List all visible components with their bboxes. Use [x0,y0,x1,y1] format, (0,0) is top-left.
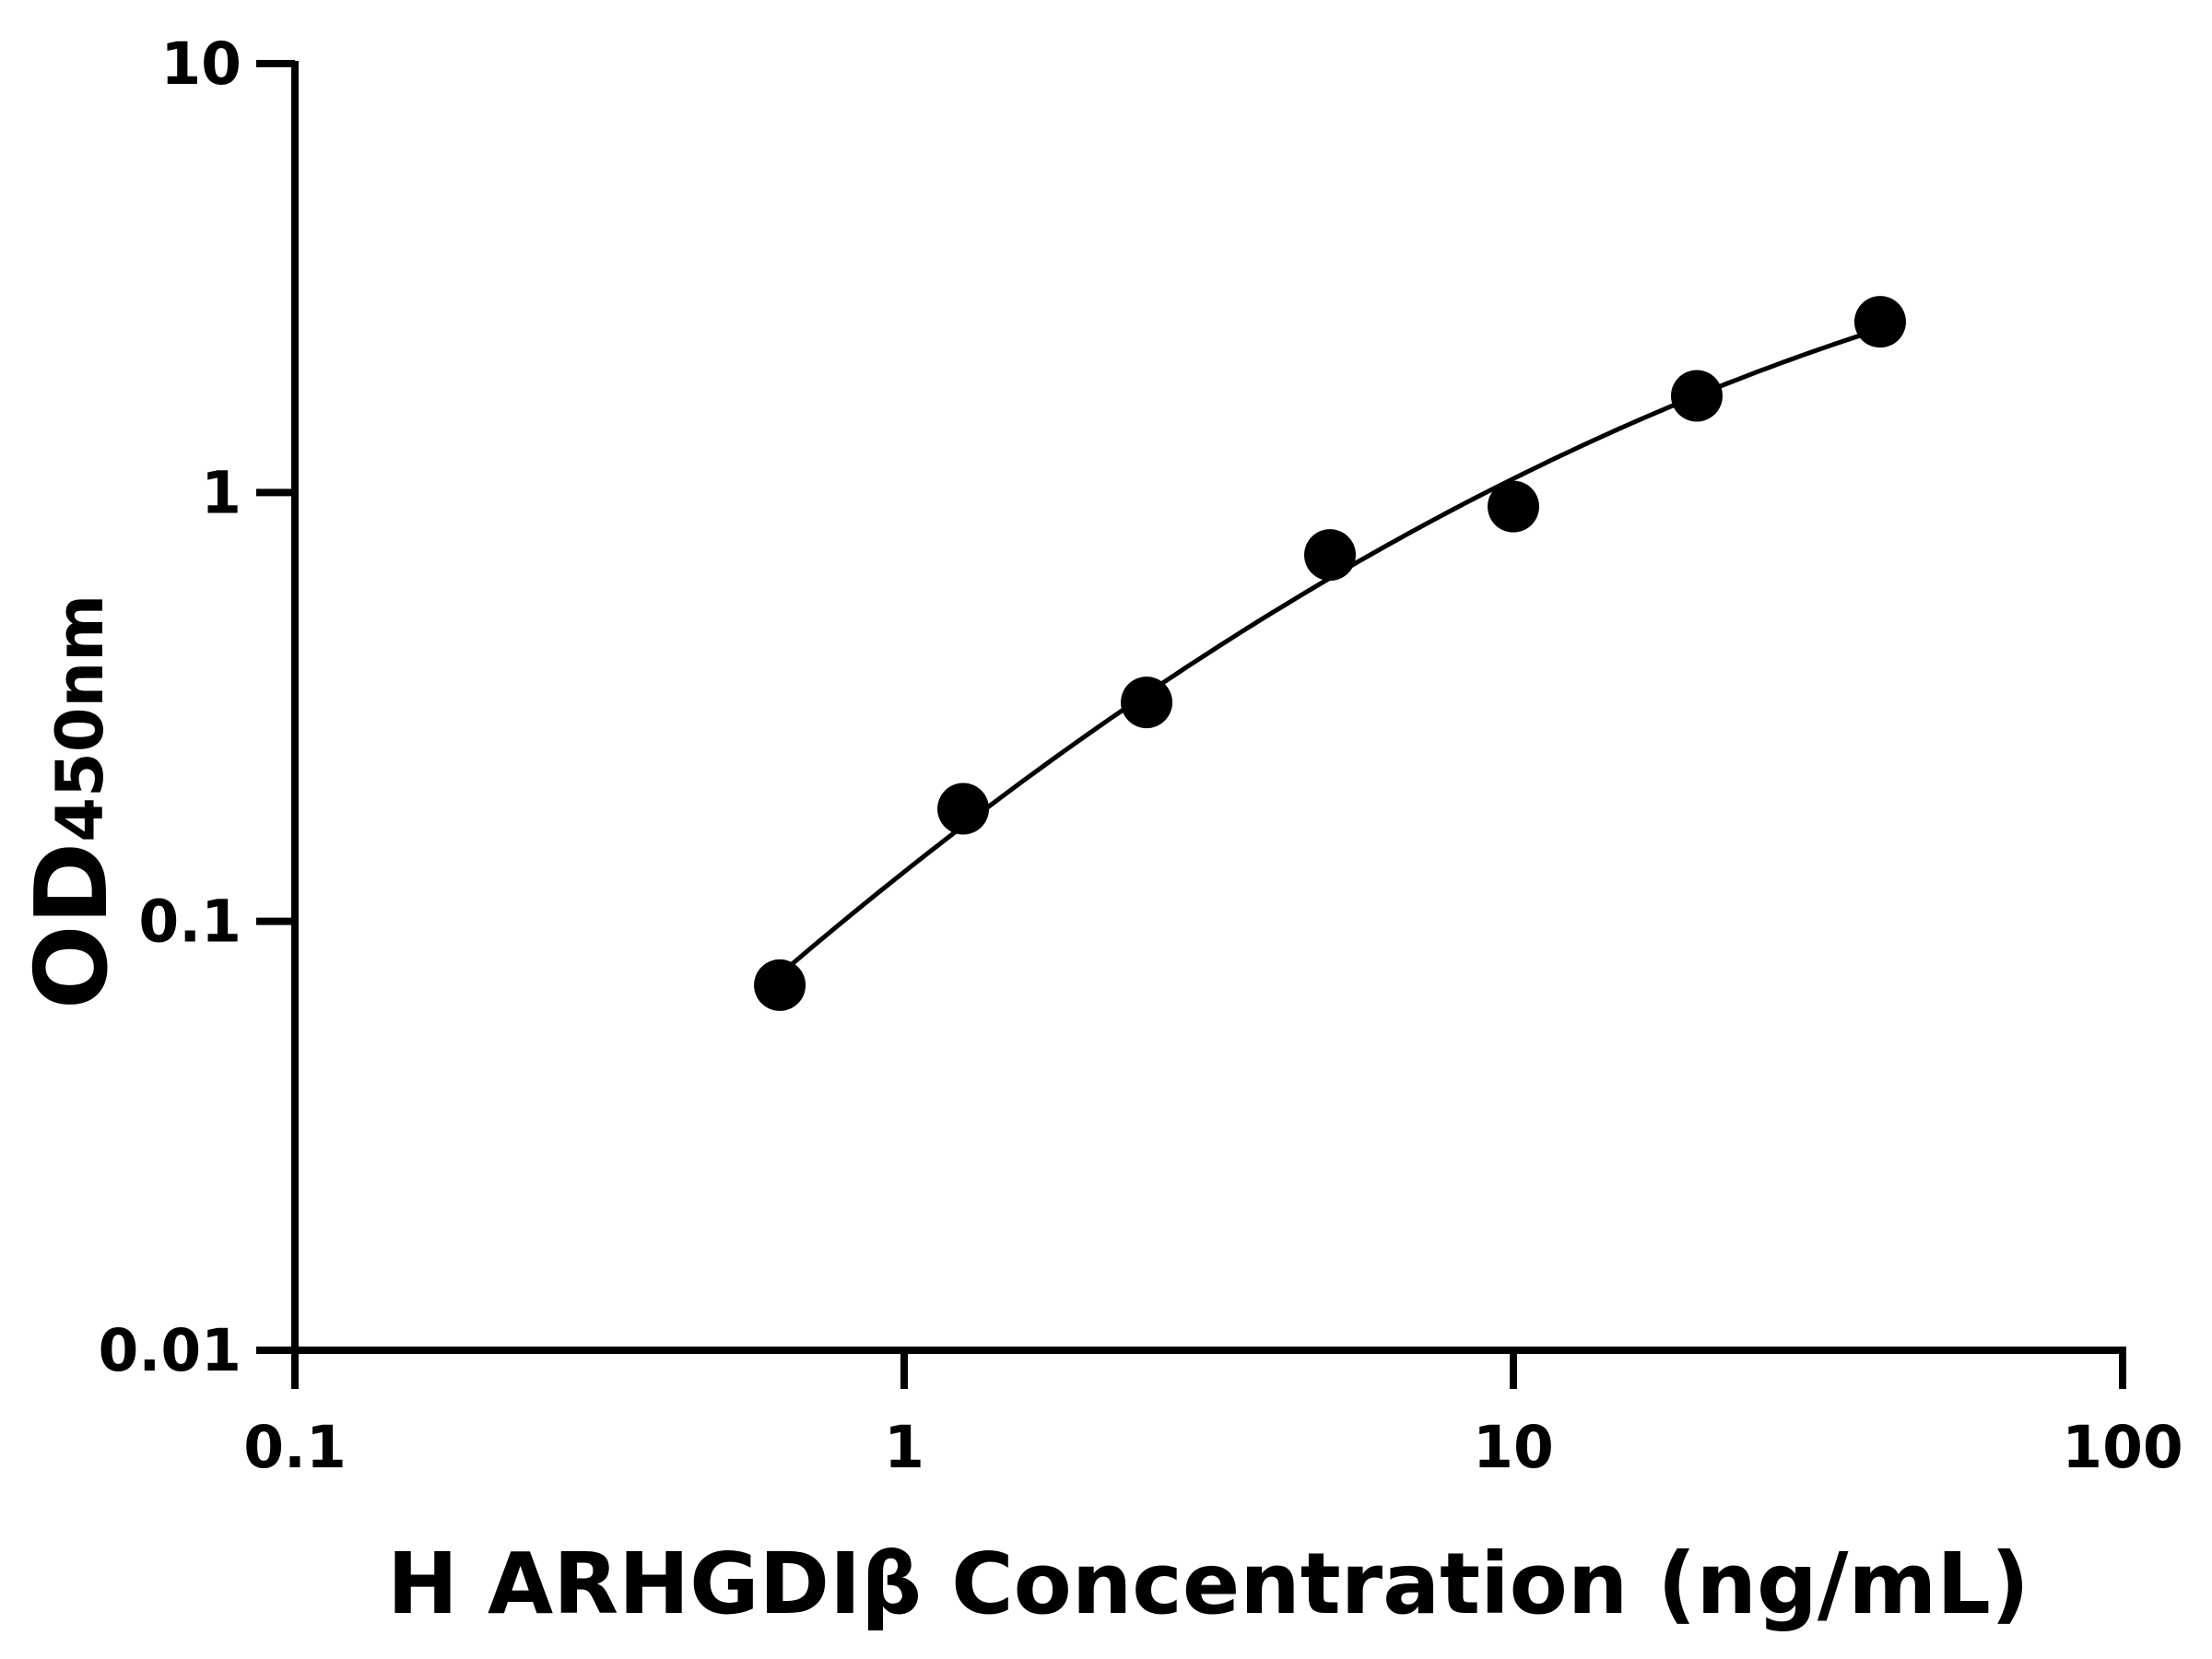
data-point [1488,480,1539,533]
y-axis-label: OD450nm [15,594,130,1009]
fit-curve [778,326,1881,977]
y-tick-label: 1 [201,459,241,526]
y-tick-label: 10 [160,30,241,98]
x-tick-label: 1 [884,1414,924,1481]
x-tick-label: 100 [2062,1414,2183,1481]
x-tick-label: 10 [1473,1414,1554,1481]
y-tick-label: 0.01 [99,1317,241,1384]
data-point [1853,296,1906,348]
x-tick-label: 0.1 [243,1414,347,1481]
data-point [1304,529,1357,582]
y-tick-label: 0.1 [138,888,241,956]
data-point [754,959,806,1011]
x-axis-label: H ARHGDIβ Concentration (ng/mL) [387,1535,2030,1633]
data-points [754,296,1906,1011]
y-axis-label-main: OD [15,842,130,1009]
data-point [1121,677,1173,729]
data-point [1670,370,1723,422]
y-axis-label-subscript: 450nm [42,594,118,842]
data-point [937,782,990,835]
